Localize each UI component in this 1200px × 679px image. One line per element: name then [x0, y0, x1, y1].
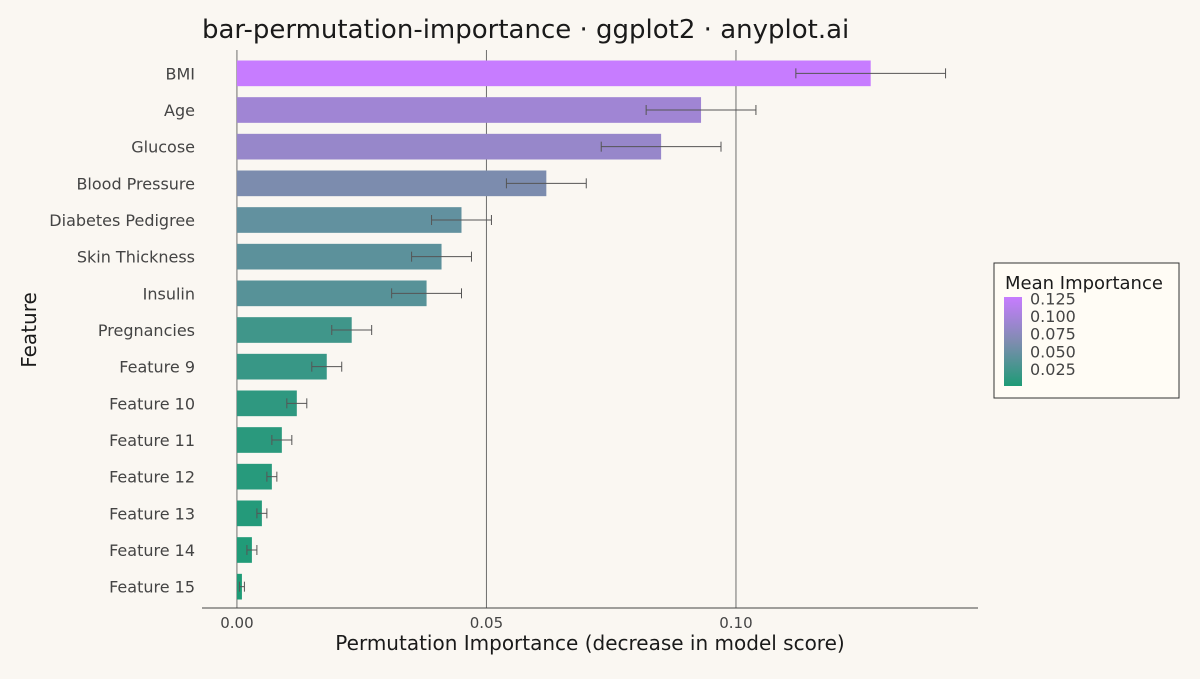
error-bars	[238, 68, 947, 592]
y-tick-label: BMI	[166, 64, 196, 83]
x-tick-label: 0.10	[719, 614, 752, 632]
bars	[236, 60, 871, 600]
chart-title: bar-permutation-importance · ggplot2 · a…	[202, 15, 849, 45]
bar	[236, 60, 871, 87]
y-axis-label: Feature	[17, 292, 41, 368]
bar	[236, 170, 547, 197]
y-tick-label: Age	[164, 101, 195, 120]
y-tick-label: Diabetes Pedigree	[49, 211, 195, 230]
x-axis-label: Permutation Importance (decrease in mode…	[335, 631, 844, 655]
y-tick-label: Insulin	[143, 284, 195, 303]
bar	[236, 463, 272, 490]
y-tick-label: Pregnancies	[98, 321, 195, 340]
y-tick-label: Feature 10	[109, 394, 195, 413]
bar	[236, 97, 702, 123]
legend-label: 0.050	[1030, 342, 1076, 361]
bar	[236, 537, 252, 563]
y-tick-label: Blood Pressure	[76, 174, 195, 193]
y-tick-label: Feature 12	[109, 468, 195, 487]
y-tick-label: Feature 11	[109, 431, 195, 450]
legend-colorbar	[1004, 297, 1022, 386]
y-tick-label: Feature 9	[119, 358, 195, 377]
y-tick-label: Skin Thickness	[77, 248, 195, 267]
y-tick-label: Feature 13	[109, 504, 195, 523]
y-tick-label: Glucose	[131, 138, 195, 157]
x-tick-label: 0.05	[470, 614, 503, 632]
x-tick-label: 0.00	[220, 614, 253, 632]
bar	[236, 207, 462, 233]
legend-label: 0.075	[1030, 325, 1076, 344]
x-ticks: 0.00 0.05 0.10	[220, 614, 752, 632]
y-tick-label: Feature 14	[109, 541, 195, 560]
legend: Mean Importance 0.1250.1000.0750.0500.02…	[993, 262, 1180, 399]
bar	[236, 133, 662, 160]
y-tick-label: Feature 15	[109, 578, 195, 597]
legend-box	[993, 262, 1180, 399]
legend-label: 0.025	[1030, 360, 1076, 379]
legend-label: 0.100	[1030, 307, 1076, 326]
legend-title: Mean Importance	[1005, 273, 1163, 294]
legend-label: 0.125	[1030, 289, 1076, 308]
bar	[236, 243, 442, 270]
y-tick-labels: BMI Age Glucose Blood Pressure Diabetes Pedi…	[49, 64, 195, 596]
